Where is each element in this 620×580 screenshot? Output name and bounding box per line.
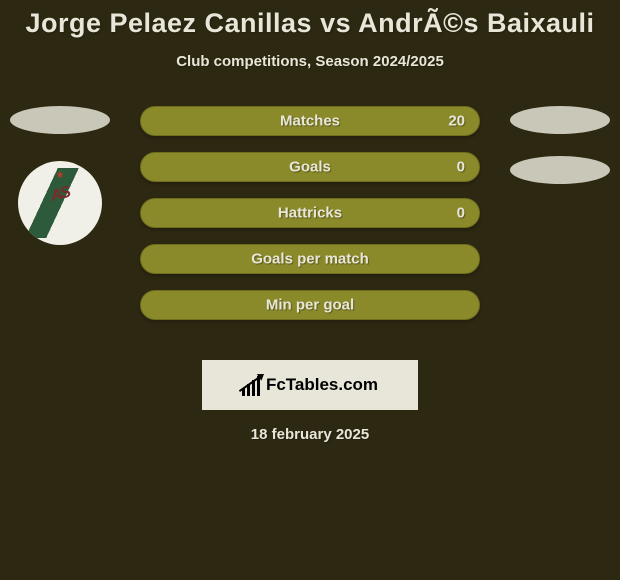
- stat-value: 20: [448, 113, 465, 130]
- stats-area: ★ AS Matches 20 Goals 0 Hattricks 0 Goal…: [0, 106, 620, 346]
- badge-star-icon: ★: [56, 170, 65, 181]
- stat-label: Goals: [289, 159, 331, 176]
- stat-bar-goals: Goals 0: [140, 152, 480, 182]
- logo-text: FcTables.com: [266, 375, 378, 395]
- stat-label: Min per goal: [266, 297, 354, 314]
- comparison-card: Jorge Pelaez Canillas vs AndrÃ©s Baixaul…: [0, 0, 620, 580]
- club-badge: ★ AS: [18, 161, 102, 245]
- stat-value: 0: [457, 159, 465, 176]
- stat-bar-min-per-goal: Min per goal: [140, 290, 480, 320]
- club-badge-inner: ★ AS: [25, 168, 95, 238]
- player-oval-right-1: [510, 106, 610, 134]
- player-oval-left: [10, 106, 110, 134]
- stat-bar-matches: Matches 20: [140, 106, 480, 136]
- stat-bar-hattricks: Hattricks 0: [140, 198, 480, 228]
- player-oval-right-2: [510, 156, 610, 184]
- stat-label: Hattricks: [278, 205, 342, 222]
- logo-box: FcTables.com: [202, 360, 418, 410]
- stat-value: 0: [457, 205, 465, 222]
- date-text: 18 february 2025: [0, 426, 620, 443]
- subtitle: Club competitions, Season 2024/2025: [0, 53, 620, 70]
- stat-bar-goals-per-match: Goals per match: [140, 244, 480, 274]
- stat-bars: Matches 20 Goals 0 Hattricks 0 Goals per…: [140, 106, 480, 336]
- fctables-chart-icon: [242, 374, 260, 396]
- page-title: Jorge Pelaez Canillas vs AndrÃ©s Baixaul…: [0, 0, 620, 39]
- stat-label: Matches: [280, 113, 340, 130]
- stat-label: Goals per match: [251, 251, 369, 268]
